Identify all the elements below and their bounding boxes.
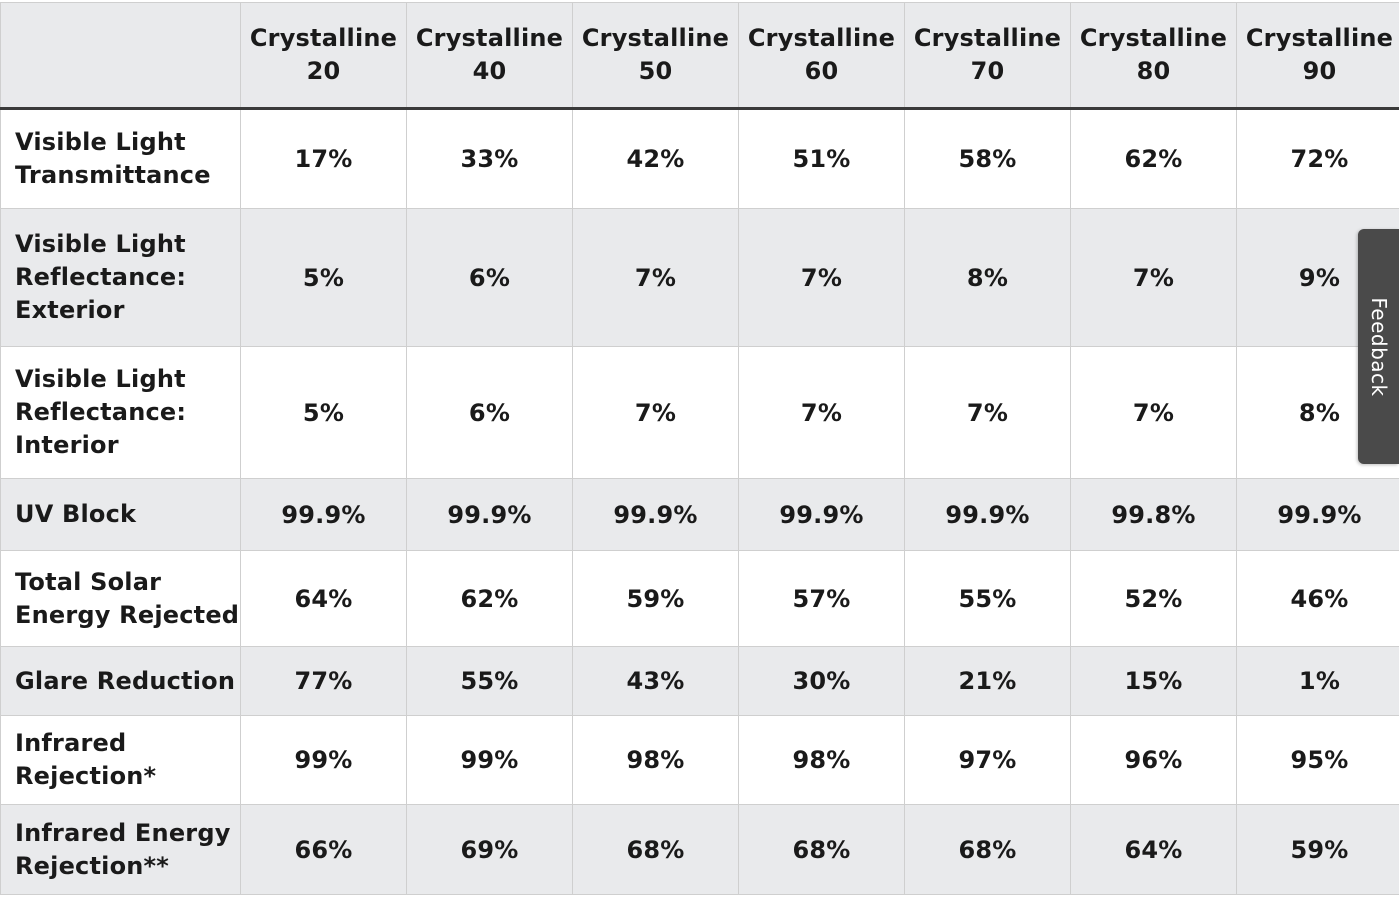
value-cell: 62%	[406, 550, 573, 647]
value-cell: 77%	[240, 646, 407, 716]
table-row: UV Block 99.9% 99.9% 99.9% 99.9% 99.9% 99.8% 99…	[0, 478, 1399, 551]
value-cell: 7%	[904, 346, 1071, 479]
corner-cell	[0, 2, 241, 110]
table-row: Infrared Rejection* 99% 99% 98% 98% 97% 96% 95%	[0, 715, 1399, 805]
value-cell: 33%	[406, 108, 573, 209]
value-cell: 21%	[904, 646, 1071, 716]
value-cell: 52%	[1070, 550, 1237, 647]
column-header: Crystalline 70	[904, 2, 1071, 110]
value-cell: 6%	[406, 346, 573, 479]
column-header: Crystalline 50	[572, 2, 739, 110]
value-cell: 59%	[572, 550, 739, 647]
row-label: Visible Light Reflectance: Interior	[0, 346, 241, 479]
value-cell: 99.9%	[572, 478, 739, 551]
row-label: Glare Reduction	[0, 646, 241, 716]
value-cell: 68%	[572, 804, 739, 895]
value-cell: 99%	[240, 715, 407, 805]
value-cell: 99%	[406, 715, 573, 805]
value-cell: 99.9%	[406, 478, 573, 551]
value-cell: 30%	[738, 646, 905, 716]
value-cell: 99.9%	[240, 478, 407, 551]
value-cell: 98%	[572, 715, 739, 805]
value-cell: 5%	[240, 208, 407, 347]
value-cell: 95%	[1236, 715, 1399, 805]
table-row: Infrared Energy Rejection** 66% 69% 68% 68% 68…	[0, 804, 1399, 895]
value-cell: 5%	[240, 346, 407, 479]
row-label: UV Block	[0, 478, 241, 551]
column-header: Crystalline 20	[240, 2, 407, 110]
value-cell: 68%	[904, 804, 1071, 895]
value-cell: 17%	[240, 108, 407, 209]
column-header: Crystalline 40	[406, 2, 573, 110]
value-cell: 98%	[738, 715, 905, 805]
feedback-tab-button[interactable]: Feedback	[1358, 229, 1399, 464]
row-label: Visible Light Reflectance: Exterior	[0, 208, 241, 347]
value-cell: 64%	[240, 550, 407, 647]
feedback-label: Feedback	[1366, 296, 1391, 397]
value-cell: 66%	[240, 804, 407, 895]
value-cell: 7%	[572, 208, 739, 347]
value-cell: 7%	[738, 208, 905, 347]
value-cell: 62%	[1070, 108, 1237, 209]
value-cell: 7%	[1070, 208, 1237, 347]
value-cell: 46%	[1236, 550, 1399, 647]
value-cell: 55%	[904, 550, 1071, 647]
table-row: Glare Reduction 77% 55% 43% 30% 21% 15% 1%	[0, 646, 1399, 716]
value-cell: 72%	[1236, 108, 1399, 209]
column-header: Crystalline 60	[738, 2, 905, 110]
value-cell: 1%	[1236, 646, 1399, 716]
row-label: Infrared Energy Rejection**	[0, 804, 241, 895]
value-cell: 6%	[406, 208, 573, 347]
row-label: Infrared Rejection*	[0, 715, 241, 805]
table-row: Visible Light Transmittance 17% 33% 42% 51% 58…	[0, 108, 1399, 209]
column-header: Crystalline 80	[1070, 2, 1237, 110]
value-cell: 57%	[738, 550, 905, 647]
row-label: Visible Light Transmittance	[0, 108, 241, 209]
row-label: Total Solar Energy Rejected	[0, 550, 241, 647]
value-cell: 64%	[1070, 804, 1237, 895]
value-cell: 8%	[904, 208, 1071, 347]
value-cell: 7%	[1070, 346, 1237, 479]
value-cell: 99.9%	[1236, 478, 1399, 551]
value-cell: 59%	[1236, 804, 1399, 895]
value-cell: 58%	[904, 108, 1071, 209]
value-cell: 99.9%	[904, 478, 1071, 551]
value-cell: 99.8%	[1070, 478, 1237, 551]
column-header: Crystalline 90	[1236, 2, 1399, 110]
table-row: Visible Light Reflectance: Exterior 5% 6% 7% 7…	[0, 208, 1399, 347]
value-cell: 96%	[1070, 715, 1237, 805]
value-cell: 51%	[738, 108, 905, 209]
value-cell: 99.9%	[738, 478, 905, 551]
value-cell: 69%	[406, 804, 573, 895]
header-row: Crystalline 20 Crystalline 40 Crystalline 5…	[0, 2, 1399, 110]
value-cell: 7%	[572, 346, 739, 479]
value-cell: 55%	[406, 646, 573, 716]
value-cell: 15%	[1070, 646, 1237, 716]
value-cell: 68%	[738, 804, 905, 895]
value-cell: 43%	[572, 646, 739, 716]
table-row: Total Solar Energy Rejected 64% 62% 59% 57% 55…	[0, 550, 1399, 647]
value-cell: 7%	[738, 346, 905, 479]
table-row: Visible Light Reflectance: Interior 5% 6% 7% 7…	[0, 346, 1399, 479]
value-cell: 42%	[572, 108, 739, 209]
value-cell: 97%	[904, 715, 1071, 805]
